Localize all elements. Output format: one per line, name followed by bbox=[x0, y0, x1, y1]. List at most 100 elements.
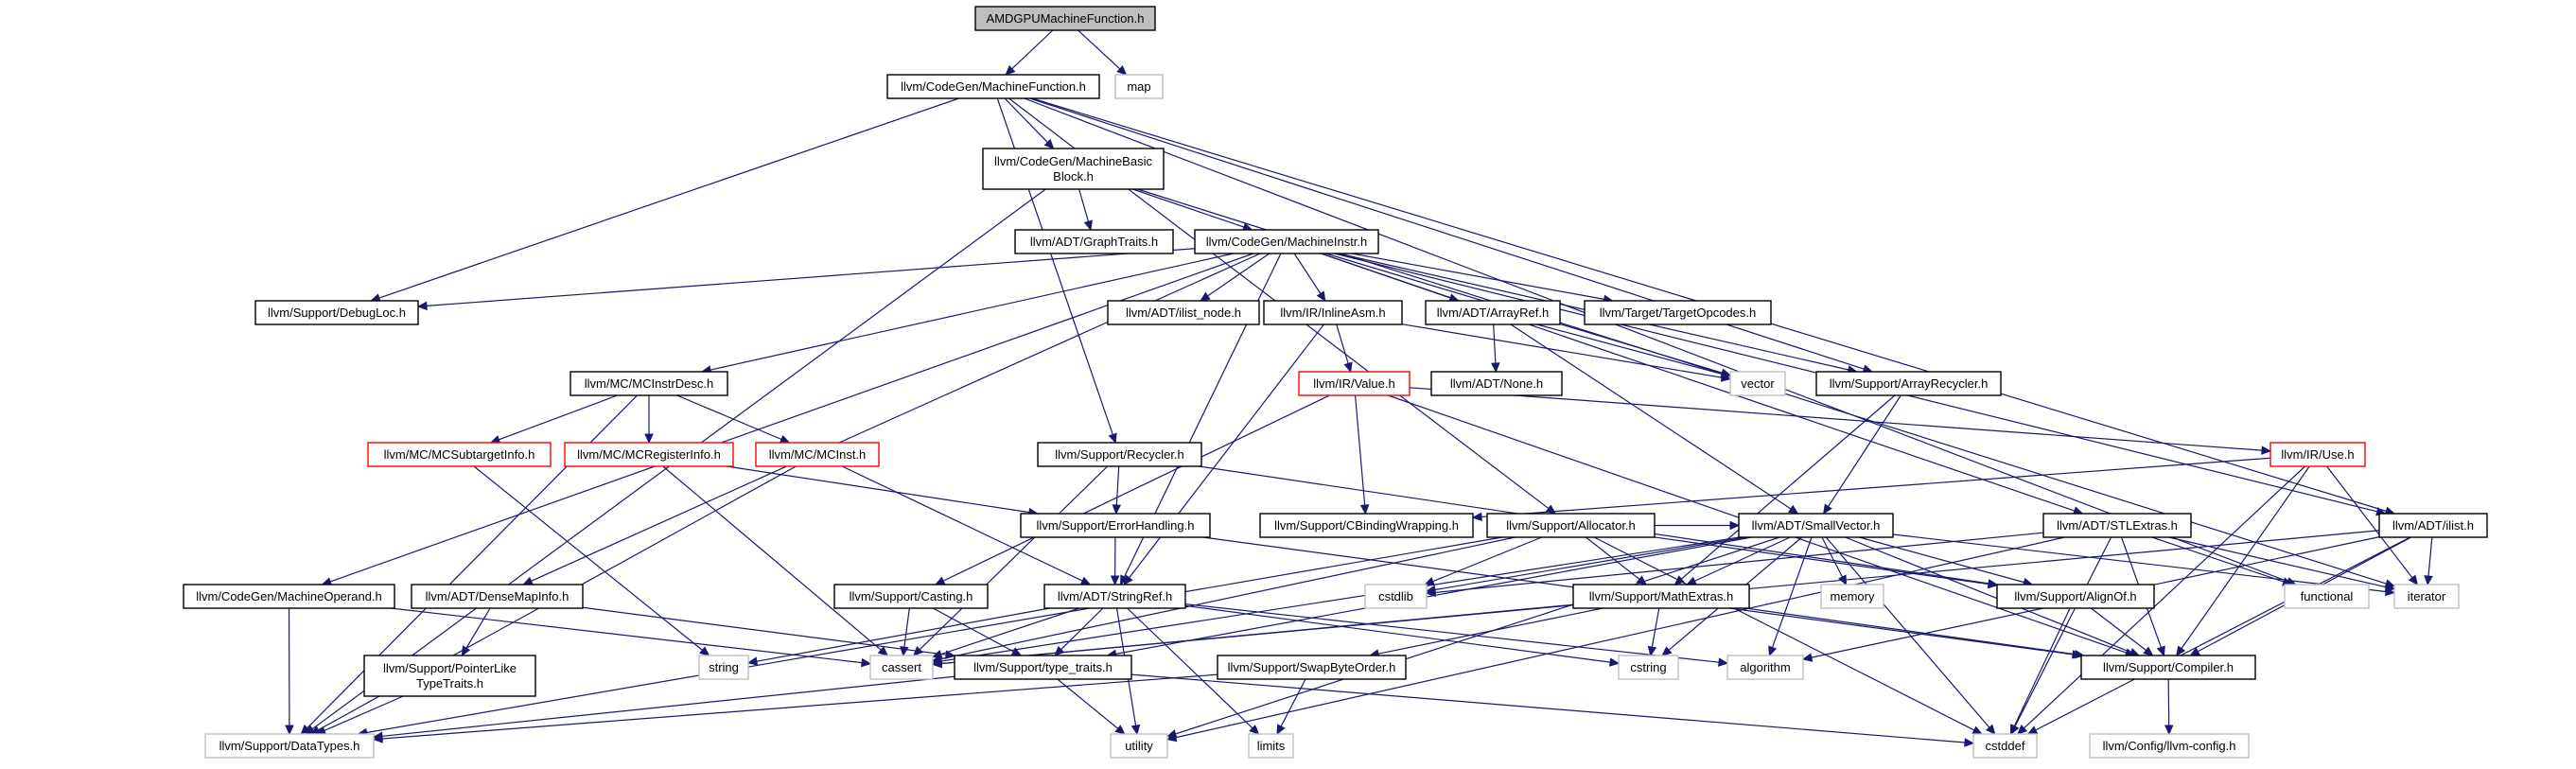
edge-stl-to-utility bbox=[1175, 536, 2065, 739]
edge-sv-to-cassert bbox=[940, 536, 1741, 662]
edge-aref-to-none bbox=[1493, 323, 1497, 364]
node-aref[interactable]: llvm/ADT/ArrayRef.h bbox=[1425, 300, 1561, 325]
node-sv[interactable]: llvm/ADT/SmallVector.h bbox=[1738, 513, 1894, 538]
node-val[interactable]: llvm/IR/Value.h bbox=[1298, 371, 1411, 396]
edge-mo-to-cassert bbox=[391, 607, 863, 664]
node-cstring: cstring bbox=[1618, 655, 1679, 680]
edge-sv-to-memory bbox=[1821, 536, 1844, 578]
node-label: llvm/MC/MCInst.h bbox=[769, 447, 867, 462]
node-alloc[interactable]: llvm/Support/Allocator.h bbox=[1486, 513, 1656, 538]
node-top[interactable]: llvm/Target/TargetOpcodes.h bbox=[1584, 300, 1772, 325]
arrowhead-sv-to-cstring bbox=[1661, 646, 1673, 656]
edge-use-to-compiler bbox=[2181, 465, 2310, 649]
node-label-line: llvm/Support/type_traits.h bbox=[973, 660, 1113, 674]
arrowhead-root-to-mf bbox=[1005, 65, 1016, 76]
node-use[interactable]: llvm/IR/Use.h bbox=[2269, 442, 2366, 467]
node-label: cstdlib bbox=[1378, 589, 1413, 603]
edge-mi-to-dl bbox=[426, 248, 1196, 307]
node-sbo[interactable]: llvm/Support/SwapByteOrder.h bbox=[1217, 655, 1407, 680]
node-mf[interactable]: llvm/CodeGen/MachineFunction.h bbox=[886, 74, 1100, 99]
edge-sv-to-cstdlib bbox=[1434, 536, 1746, 591]
node-sref[interactable]: llvm/ADT/StringRef.h bbox=[1043, 584, 1186, 609]
edge-stl-to-cstdlib bbox=[1434, 532, 2044, 594]
node-label-line: llvm/Support/PointerLike bbox=[383, 661, 517, 675]
edge-val-to-cast bbox=[942, 394, 1330, 582]
node-mathx[interactable]: llvm/Support/MathExtras.h bbox=[1572, 584, 1750, 609]
arrowhead-mcid-to-dt bbox=[300, 724, 311, 735]
arrowhead-sref-to-limits bbox=[1249, 724, 1260, 735]
node-label: llvm/ADT/GraphTraits.h bbox=[1030, 235, 1158, 249]
node-root[interactable]: AMDGPUMachineFunction.h bbox=[974, 6, 1156, 31]
node-mcinst[interactable]: llvm/MC/MCInst.h bbox=[755, 442, 880, 467]
node-label: llvm/ADT/StringRef.h bbox=[1058, 589, 1172, 603]
node-box bbox=[1114, 74, 1164, 99]
node-mi[interactable]: llvm/CodeGen/MachineInstr.h bbox=[1194, 229, 1379, 254]
edge-sv-to-cstddef bbox=[1825, 536, 1990, 728]
arrowhead-alignof-to-cstddef bbox=[2009, 724, 2019, 736]
node-label-line: llvm/MC/MCRegisterInfo.h bbox=[577, 447, 721, 462]
node-label-line: llvm/ADT/GraphTraits.h bbox=[1030, 235, 1158, 249]
node-label-line: llvm/CodeGen/MachineOperand.h bbox=[196, 589, 382, 603]
edge-mathx-to-cassert bbox=[940, 603, 1574, 665]
node-mbb[interactable]: llvm/CodeGen/MachineBasic Block.h bbox=[982, 148, 1165, 190]
node-label: llvm/Support/DebugLoc.h bbox=[268, 306, 406, 320]
node-label-line: llvm/Support/DataTypes.h bbox=[219, 739, 360, 753]
node-dl[interactable]: llvm/Support/DebugLoc.h bbox=[254, 300, 419, 325]
node-err[interactable]: llvm/Support/ErrorHandling.h bbox=[1020, 513, 1211, 538]
node-mcsti[interactable]: llvm/MC/MCSubtargetInfo.h bbox=[367, 442, 552, 467]
arrowhead-err-to-sref bbox=[1110, 575, 1120, 586]
node-dmi[interactable]: llvm/ADT/DenseMapInfo.h bbox=[411, 584, 584, 609]
node-llvmcfg: llvm/Config/llvm-config.h bbox=[2089, 733, 2250, 759]
node-label-line: llvm/ADT/ilist.h bbox=[2392, 518, 2474, 533]
node-cassert: cassert bbox=[869, 655, 934, 680]
node-box bbox=[411, 584, 584, 609]
node-stl[interactable]: llvm/ADT/STLExtras.h bbox=[2042, 513, 2192, 538]
node-mo[interactable]: llvm/CodeGen/MachineOperand.h bbox=[183, 584, 395, 609]
node-box bbox=[367, 442, 552, 467]
node-plt[interactable]: llvm/Support/PointerLike TypeTraits.h bbox=[363, 655, 536, 697]
node-compiler[interactable]: llvm/Support/Compiler.h bbox=[2080, 655, 2256, 680]
arrowhead-mbb-to-gt bbox=[1083, 219, 1093, 232]
arrowhead-sref-to-utility bbox=[1130, 724, 1141, 736]
node-label-line: llvm/ADT/ilist_node.h bbox=[1126, 306, 1241, 320]
arrowhead-mcid-to-mcinst bbox=[779, 434, 791, 444]
edge-sref-to-cstring bbox=[1184, 604, 1611, 663]
arrowhead-sref-to-cstring bbox=[1608, 657, 1621, 667]
arrowhead-compiler-to-llvmcfg bbox=[2164, 725, 2174, 736]
node-label-line: llvm/ADT/DenseMapInfo.h bbox=[426, 589, 570, 603]
arrowhead-use-to-iterator bbox=[2408, 574, 2419, 585]
node-label: utility bbox=[1125, 739, 1153, 753]
node-box bbox=[1217, 655, 1407, 680]
node-cbw[interactable]: llvm/Support/CBindingWrapping.h bbox=[1259, 513, 1474, 538]
edge-rec-to-err bbox=[1115, 465, 1120, 506]
node-label: llvm/CodeGen/MachineOperand.h bbox=[196, 589, 382, 603]
node-mcri[interactable]: llvm/MC/MCRegisterInfo.h bbox=[564, 442, 734, 467]
node-inl[interactable]: llvm/IR/InlineAsm.h bbox=[1263, 300, 1403, 325]
node-box bbox=[2393, 584, 2460, 609]
node-limits: limits bbox=[1248, 733, 1294, 759]
edge-mbb-to-mi bbox=[1132, 188, 1245, 228]
edge-val-to-cbw bbox=[1354, 394, 1366, 506]
edge-sv-to-alignof bbox=[1859, 536, 2024, 584]
node-label: string bbox=[709, 660, 739, 674]
node-label: llvm/MC/MCInstrDesc.h bbox=[585, 376, 714, 391]
edge-mcid-to-mcsti bbox=[499, 394, 618, 441]
node-label-line: llvm/MC/MCInst.h bbox=[769, 447, 867, 462]
node-mcid[interactable]: llvm/MC/MCInstrDesc.h bbox=[570, 371, 728, 396]
node-rec[interactable]: llvm/Support/Recycler.h bbox=[1037, 442, 1202, 467]
edge-dmi-to-plt bbox=[465, 607, 491, 649]
node-cast[interactable]: llvm/Support/Casting.h bbox=[833, 584, 989, 609]
node-tt[interactable]: llvm/Support/type_traits.h bbox=[954, 655, 1132, 680]
node-label: llvm/CodeGen/MachineBasic Block.h bbox=[994, 154, 1152, 184]
arrowhead-alloc-to-sv bbox=[1729, 520, 1741, 531]
arrowhead-sbo-to-limits bbox=[1276, 724, 1286, 736]
node-alignof[interactable]: llvm/Support/AlignOf.h bbox=[1996, 584, 2155, 609]
node-ilnode[interactable]: llvm/ADT/ilist_node.h bbox=[1107, 300, 1260, 325]
node-ilist[interactable]: llvm/ADT/ilist.h bbox=[2378, 513, 2488, 538]
node-label: map bbox=[1127, 79, 1150, 94]
node-none[interactable]: llvm/ADT/None.h bbox=[1430, 371, 1563, 396]
node-label: llvm/Support/Allocator.h bbox=[1506, 518, 1636, 533]
edge-mcri-to-err bbox=[727, 465, 1030, 514]
node-gt[interactable]: llvm/ADT/GraphTraits.h bbox=[1014, 229, 1174, 254]
node-arec[interactable]: llvm/Support/ArrayRecycler.h bbox=[1815, 371, 2002, 396]
